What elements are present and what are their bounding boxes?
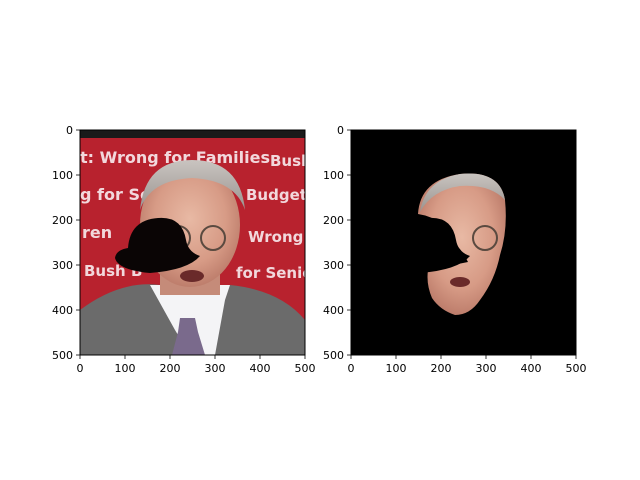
y-tick-label: 100 [52,169,73,182]
right-axes-frame [350,129,577,356]
x-tick-label: 0 [348,362,355,375]
banner-text: Bush [270,152,312,170]
occlusion-mask [115,217,200,273]
banner-text: t: Wrong for Families [80,148,270,167]
y-tick-label: 0 [66,124,73,137]
banner-text: Budget: [246,186,313,204]
banner-text: for Senior [236,264,321,282]
right-image [351,130,576,355]
x-tick-label: 200 [160,362,181,375]
x-tick-label: 100 [386,362,407,375]
y-tick-label: 0 [337,124,344,137]
x-tick-label: 300 [476,362,497,375]
banner-text: ren [82,223,112,242]
y-tick-label: 100 [323,169,344,182]
x-tick-label: 0 [77,362,84,375]
axis-ticks: 0 100 200 300 400 500 0 100 200 300 400 500 0 100 200 3… [52,124,587,375]
y-tick-label: 400 [323,304,344,317]
x-tick-label: 300 [205,362,226,375]
y-tick-label: 200 [52,214,73,227]
x-tick-label: 500 [566,362,587,375]
x-tick-label: 100 [115,362,136,375]
left-axes-frame [79,129,306,356]
y-tick-label: 400 [52,304,73,317]
x-tick-label: 400 [250,362,271,375]
x-tick-label: 200 [431,362,452,375]
y-tick-label: 300 [52,259,73,272]
banner-text: Wrong fo [248,228,325,246]
y-tick-label: 300 [323,259,344,272]
left-image: t: Wrong for Families Bush g for Ser Bud… [80,130,325,355]
x-tick-label: 400 [521,362,542,375]
y-tick-label: 500 [52,349,73,362]
y-tick-label: 500 [323,349,344,362]
y-tick-label: 200 [323,214,344,227]
banner-text: g for Ser [80,185,159,204]
x-tick-label: 500 [295,362,316,375]
